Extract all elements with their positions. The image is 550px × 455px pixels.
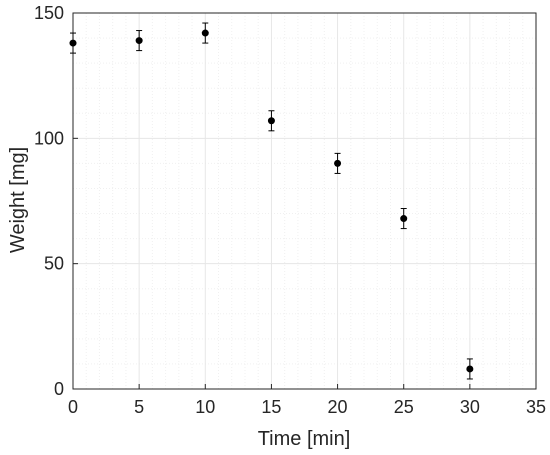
data-point	[69, 32, 77, 54]
data-point	[135, 30, 143, 52]
x-tick-label: 25	[394, 397, 414, 417]
marker	[466, 365, 474, 373]
x-tick-label: 15	[261, 397, 281, 417]
marker	[267, 117, 275, 125]
data-point	[334, 152, 342, 174]
y-tick-label: 100	[34, 128, 64, 148]
x-axis-title: Time [min]	[258, 428, 351, 450]
data-point	[267, 110, 275, 132]
x-tick-label: 20	[328, 397, 348, 417]
plot-frame	[72, 12, 537, 390]
data-point	[466, 358, 474, 380]
x-tick-label: 35	[526, 397, 546, 417]
marker	[201, 29, 209, 37]
x-tick-label: 30	[460, 397, 480, 417]
grid	[72, 12, 537, 390]
x-tick-label: 5	[134, 397, 144, 417]
y-axis-title: Weight [mg]	[7, 147, 29, 253]
data-point	[400, 208, 408, 230]
marker	[400, 215, 408, 223]
marker	[334, 159, 342, 167]
marker	[135, 37, 143, 45]
y-axis: 0 50 100 150	[34, 3, 78, 399]
y-tick-label: 0	[54, 379, 64, 399]
data-point	[201, 22, 209, 44]
x-tick-label: 0	[68, 397, 78, 417]
data-series	[69, 22, 474, 380]
y-tick-label: 150	[34, 3, 64, 23]
x-tick-label: 10	[195, 397, 215, 417]
marker	[69, 39, 77, 47]
y-tick-label: 50	[44, 254, 64, 274]
x-axis: 0 5 10 15 20 25 30 35	[68, 384, 546, 417]
